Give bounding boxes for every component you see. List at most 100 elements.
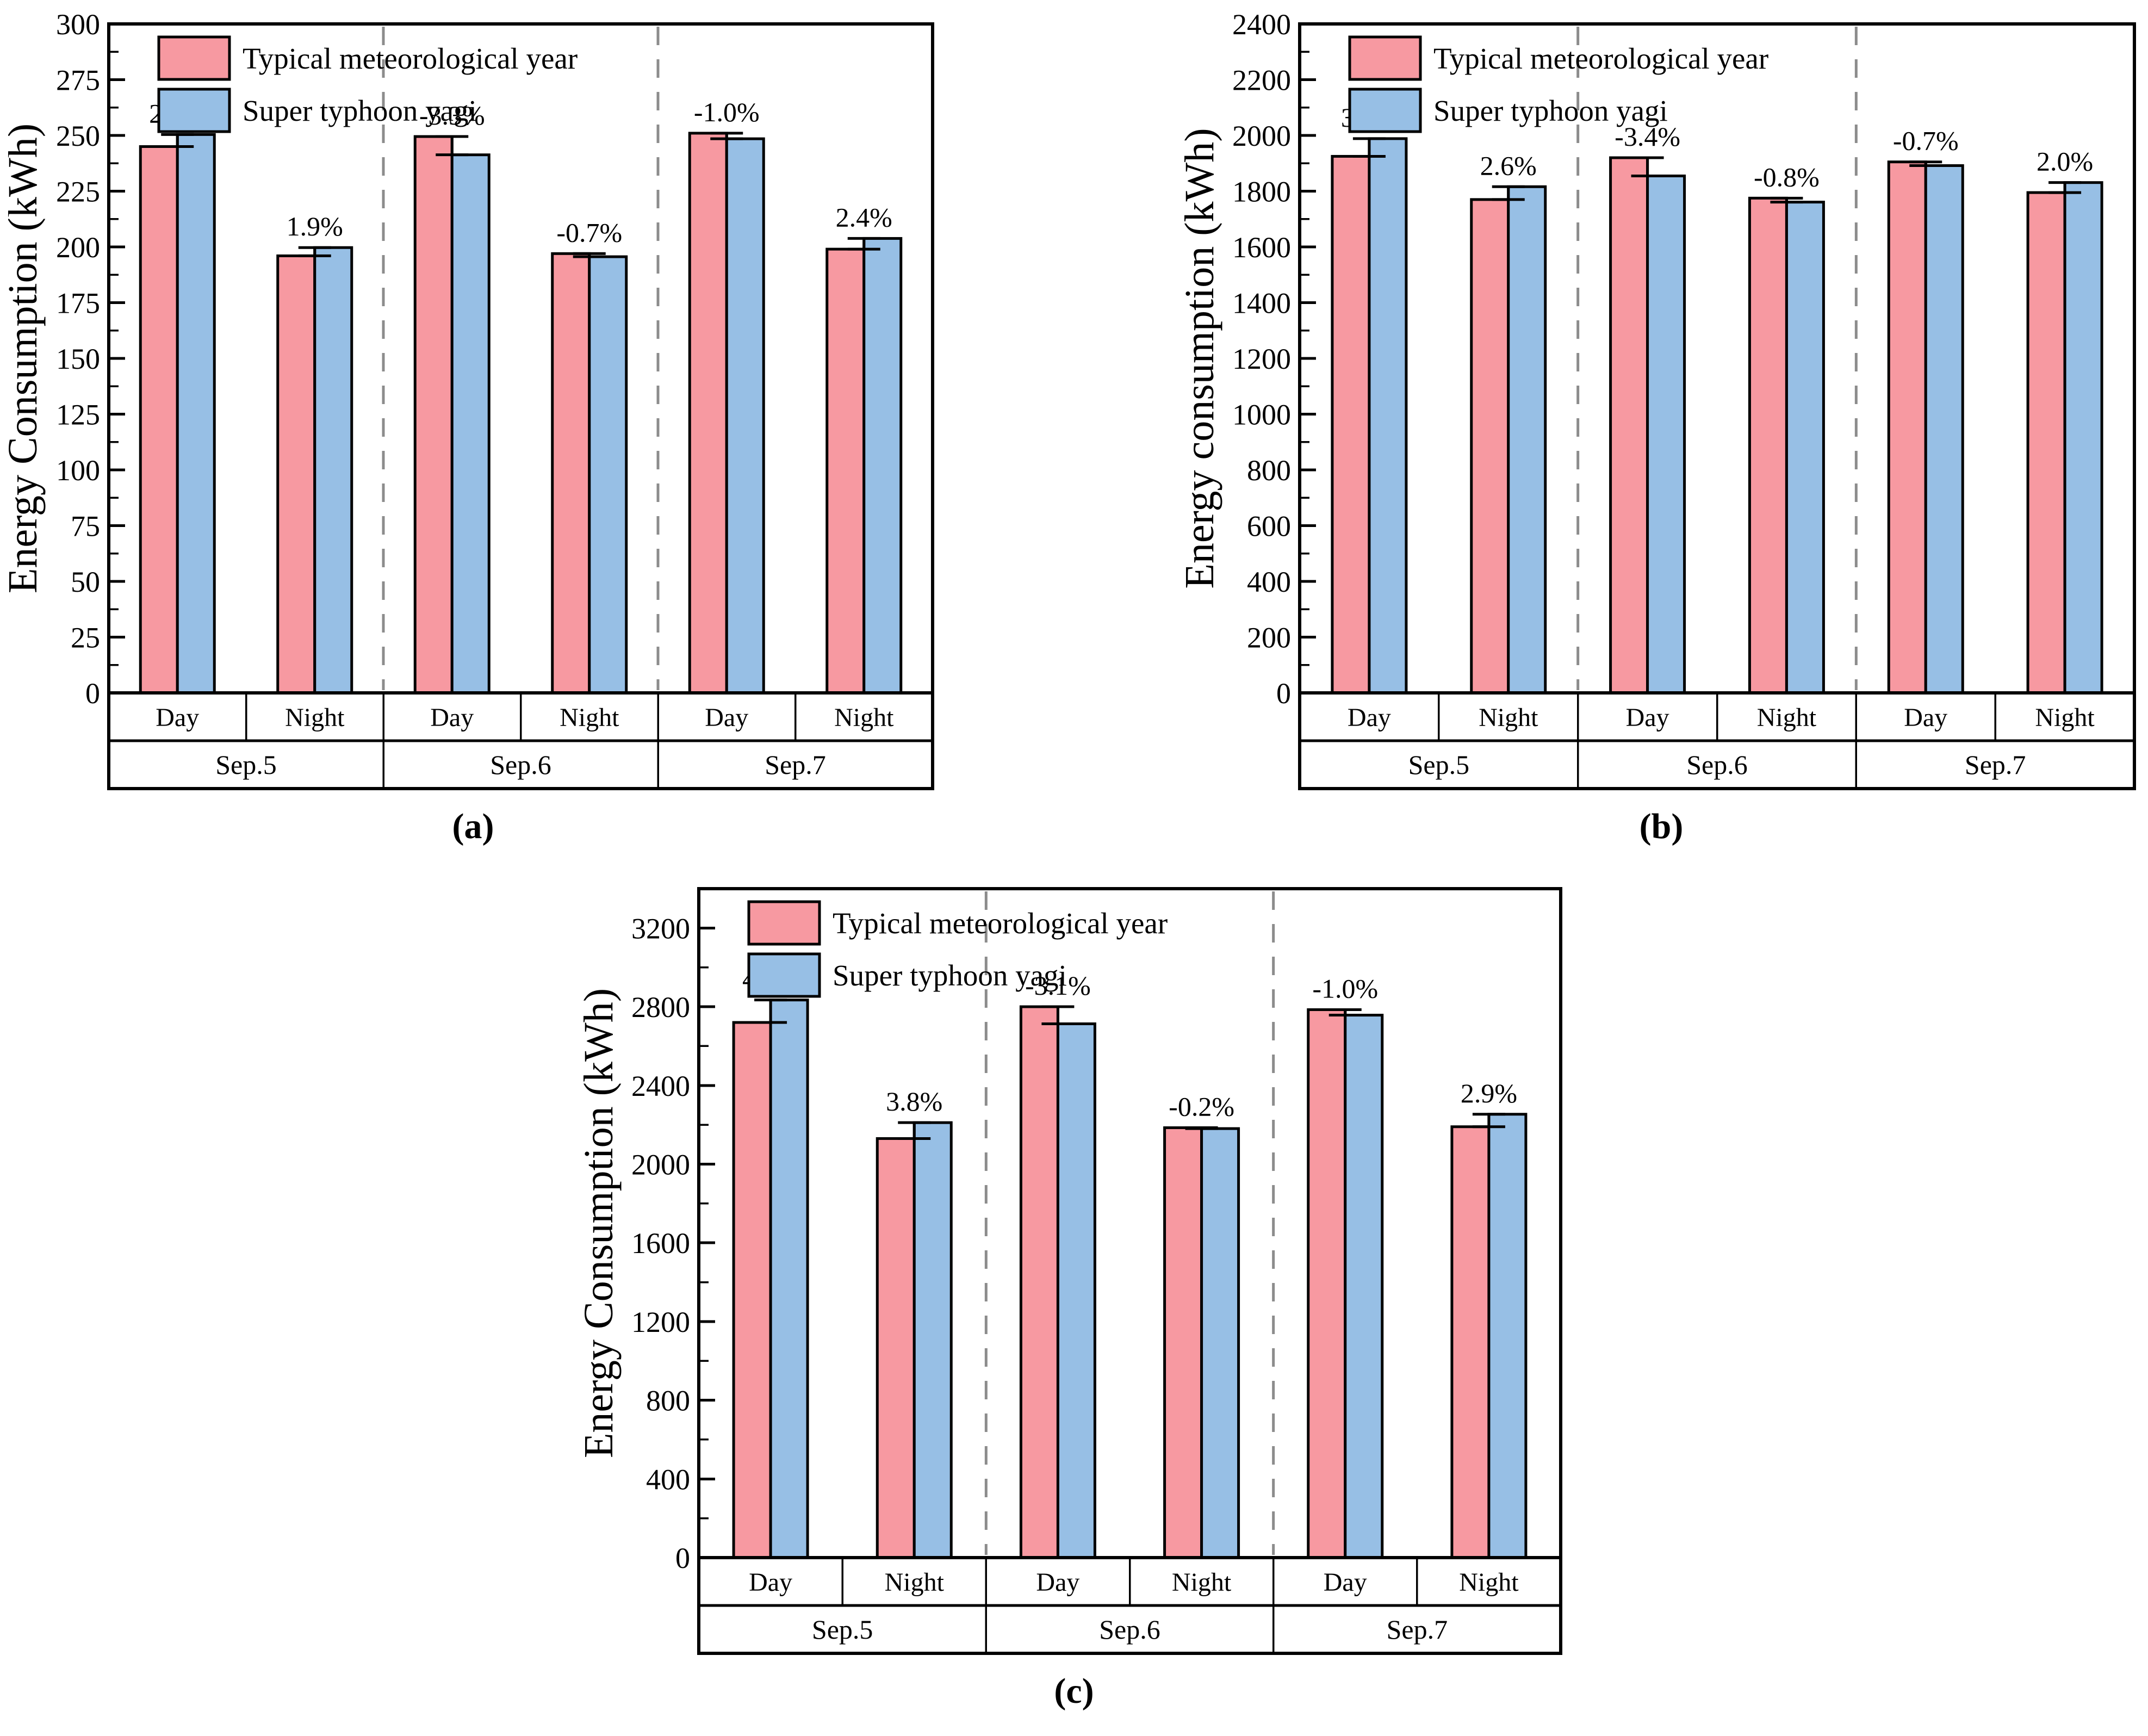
y-axis: 0 400 800 1200 1600 2000 2400 2800 3200 — [631, 888, 715, 1574]
y-tick-label: 150 — [56, 343, 100, 375]
error-bar — [1770, 196, 1803, 204]
chart-b: 3.3%2.6%-3.4%-0.8%-0.7%2.0%0200400600800… — [1183, 5, 2140, 847]
error-bar — [1631, 156, 1664, 177]
chart-b-caption: (b) — [1639, 807, 1684, 846]
error-bar — [298, 246, 331, 257]
chart-c: 4.2%3.8%-3.1%-0.2%-1.0%2.9%0400800120016… — [582, 870, 1566, 1712]
day-night-label: Night — [560, 703, 619, 732]
day-night-label: Night — [1757, 703, 1817, 732]
bar-yagi — [1507, 185, 1547, 695]
y-tick-label: 100 — [56, 454, 100, 487]
bar-tmy — [276, 254, 316, 695]
day-night-label: Day — [1626, 703, 1669, 732]
legend-label: Super typhoon yagi — [243, 94, 477, 127]
bar-yagi — [769, 999, 809, 1559]
day-night-label: Night — [285, 703, 345, 732]
percent-label: -0.7% — [556, 217, 622, 247]
day-night-label: Night — [1479, 703, 1538, 732]
y-tick-label: 2800 — [631, 991, 690, 1024]
y-tick-label: 600 — [1247, 510, 1291, 543]
group-separators — [984, 891, 1275, 1555]
y-tick-label: 75 — [71, 510, 100, 543]
y-tick-label: 250 — [56, 120, 100, 152]
bar-tmy — [2026, 191, 2066, 695]
y-tick-label: 200 — [56, 231, 100, 264]
bar-tmy — [688, 132, 728, 695]
y-tick-label: 175 — [56, 287, 100, 320]
bars — [139, 132, 903, 695]
percent-label: 2.6% — [1480, 150, 1537, 181]
date-label: Sep.7 — [1387, 1614, 1448, 1645]
legend-label: Typical meteorological year — [243, 42, 578, 75]
day-night-label: Night — [1459, 1568, 1519, 1597]
y-tick-label: 3200 — [631, 912, 690, 945]
day-night-label: Day — [430, 703, 474, 732]
bars — [732, 999, 1528, 1559]
y-tick-label: 1600 — [631, 1227, 690, 1260]
bar-yagi — [1924, 164, 1964, 695]
error-bar — [1185, 1126, 1218, 1130]
chart-c-canvas: 4.2%3.8%-3.1%-0.2%-1.0%2.9%0400800120016… — [582, 887, 1562, 1655]
error-bar — [710, 132, 743, 140]
bar-tmy — [1019, 1005, 1059, 1559]
y-tick-label: 1800 — [1232, 176, 1291, 208]
figure-page: 2.2%1.9%-3.3%-0.7%-1.0%2.4%0255075100125… — [0, 5, 2148, 1712]
percent-label: -3.1% — [1025, 970, 1091, 1001]
bar-yagi — [1200, 1127, 1240, 1559]
y-tick-label: 0 — [1276, 677, 1291, 710]
y-tick-label: 300 — [56, 8, 100, 41]
percent-label: -0.2% — [1169, 1092, 1234, 1122]
error-bar — [898, 1121, 931, 1140]
bar-tmy — [1307, 1008, 1347, 1559]
percent-label: -3.4% — [1615, 121, 1680, 152]
chart-b-canvas: 3.3%2.6%-3.4%-0.8%-0.7%2.0%0200400600800… — [1183, 8, 2136, 790]
percent-label: 1.9% — [287, 211, 343, 241]
error-bar — [161, 133, 194, 148]
legend-swatch — [747, 952, 821, 998]
chart-a-canvas: 2.2%1.9%-3.3%-0.7%-1.0%2.4%0255075100125… — [8, 8, 934, 790]
bar-tmy — [1887, 160, 1927, 695]
bar-yagi — [1056, 1022, 1096, 1559]
bar-tmy — [1450, 1125, 1491, 1559]
top-row: 2.2%1.9%-3.3%-0.7%-1.0%2.4%0255075100125… — [0, 5, 2148, 847]
percent-label: -3.3% — [419, 100, 485, 131]
bar-yagi — [1785, 201, 1825, 695]
y-tick-label: 2000 — [1232, 120, 1291, 152]
error-bar — [436, 135, 469, 157]
y-axis: 0 200 400 600 800 1000 1200 1400 1600 1800 2000 220… — [1232, 8, 1316, 710]
bar-yagi — [176, 133, 216, 695]
percent-label: 2.4% — [836, 202, 892, 232]
percent-label: -0.7% — [1893, 126, 1959, 156]
y-tick-label: 800 — [646, 1385, 690, 1417]
y-tick-label: 275 — [56, 64, 100, 97]
bar-tmy — [139, 145, 179, 695]
day-night-label: Day — [156, 703, 199, 732]
x-axis-table: Day Night Day Night Day Night Sep.5 Sep.6 Sep.7 — [1298, 693, 2136, 790]
bar-yagi — [1646, 174, 1686, 695]
bar-yagi — [1344, 1014, 1384, 1559]
date-label: Sep.7 — [765, 749, 826, 780]
legend-swatch — [747, 900, 821, 946]
bottom-row: 4.2%3.8%-3.1%-0.2%-1.0%2.9%0400800120016… — [0, 870, 2148, 1712]
y-tick-label: 125 — [56, 399, 100, 431]
bar-tmy — [1609, 156, 1649, 695]
y-tick-label: 1600 — [1232, 231, 1291, 264]
error-bar — [1328, 1008, 1362, 1017]
error-bar — [1352, 137, 1386, 158]
y-tick-label: 1000 — [1232, 399, 1291, 431]
date-label: Sep.6 — [490, 749, 551, 780]
y-axis: 0 25 50 75 100 125 150 175 200 225 250 275 300 — [56, 8, 125, 710]
bars — [1331, 137, 2103, 695]
date-label: Sep.6 — [1099, 1614, 1160, 1645]
bar-yagi — [912, 1121, 953, 1559]
legend-swatch — [157, 88, 231, 133]
error-bar — [1909, 160, 1942, 168]
percent-label: -0.8% — [1754, 162, 1820, 192]
bar-yagi — [588, 255, 628, 695]
legend-swatch — [1348, 35, 1422, 81]
error-bar — [2048, 181, 2082, 194]
y-tick-label: 50 — [71, 566, 100, 598]
y-tick-label: 0 — [85, 677, 100, 710]
percent-label: -1.0% — [1312, 973, 1378, 1003]
bar-tmy — [876, 1137, 916, 1559]
